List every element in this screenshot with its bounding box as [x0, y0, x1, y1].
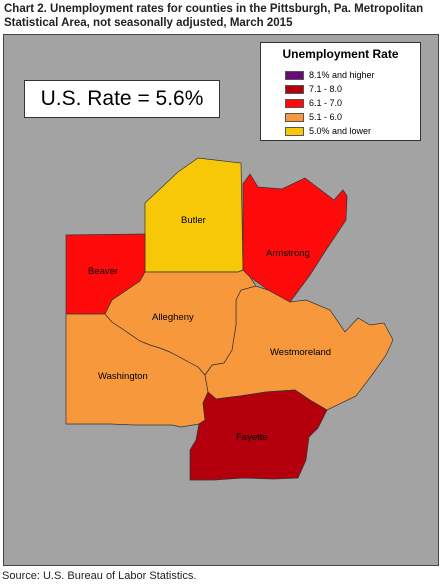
label-beaver: Beaver — [88, 266, 118, 277]
legend-label: 6.1 - 7.0 — [309, 98, 343, 108]
legend-swatch — [285, 85, 304, 94]
legend-swatch — [285, 71, 304, 80]
legend-item: 5.1 - 6.0 — [285, 112, 415, 123]
legend-title: Unemployment Rate — [282, 47, 399, 61]
source-note: Source: U.S. Bureau of Labor Statistics. — [2, 570, 197, 582]
legend-label: 5.1 - 6.0 — [309, 112, 343, 122]
label-fayette: Fayette — [236, 432, 268, 443]
legend-item: 7.1 - 8.0 — [285, 84, 415, 95]
legend-swatch — [285, 127, 304, 136]
label-butler: Butler — [181, 215, 206, 226]
label-washington: Washington — [98, 371, 148, 382]
legend-swatch — [285, 113, 304, 122]
county-armstrong[interactable] — [242, 173, 348, 303]
chart-title: Chart 2. Unemployment rates for counties… — [4, 3, 424, 29]
label-allegheny: Allegheny — [152, 312, 194, 323]
legend-item: 5.0% and lower — [285, 126, 415, 137]
legend-swatch — [285, 99, 304, 108]
legend-item: 8.1% and higher — [285, 70, 415, 81]
county-allegheny[interactable] — [104, 269, 257, 376]
us-rate-box: U.S. Rate = 5.6% — [24, 80, 220, 118]
legend: Unemployment Rate 8.1% and higher 7.1 - … — [260, 42, 421, 141]
legend-label: 8.1% and higher — [309, 70, 375, 80]
label-westmoreland: Westmoreland — [270, 347, 331, 358]
label-armstrong: Armstrong — [266, 248, 310, 259]
legend-label: 7.1 - 8.0 — [309, 84, 343, 94]
legend-label: 5.0% and lower — [309, 126, 372, 136]
legend-item: 6.1 - 7.0 — [285, 98, 415, 109]
county-fayette[interactable] — [189, 389, 328, 481]
